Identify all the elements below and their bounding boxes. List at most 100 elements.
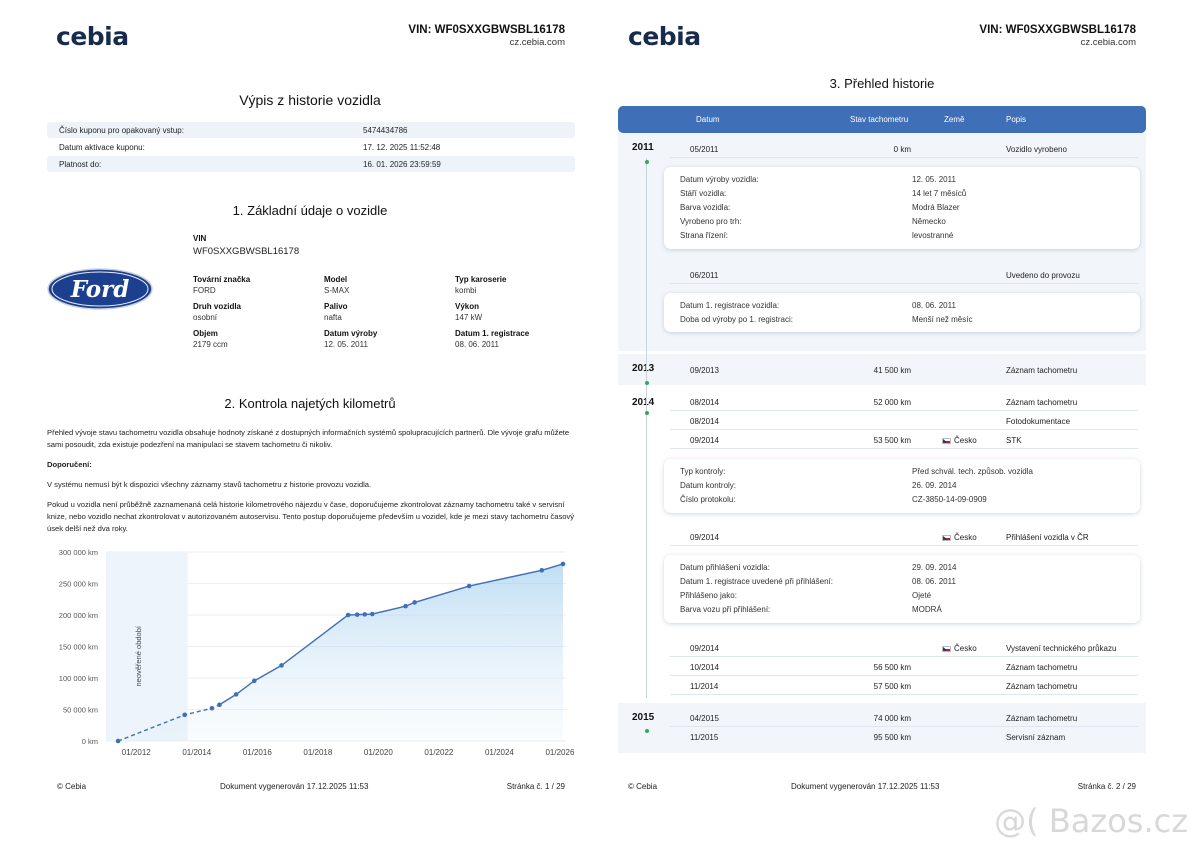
report-page-1: cebia VIN: WF0SXXGBWSBL16178 cz.cebia.co… — [0, 0, 600, 800]
cebia-logo: cebia — [628, 22, 701, 51]
row-desc: Vystavení technického průkazu — [1006, 644, 1117, 653]
page-title: Výpis z historie vozidla — [239, 92, 381, 108]
row-km: 95 500 km — [873, 733, 911, 742]
row-desc: STK — [1006, 436, 1022, 445]
year-label: 2011 — [632, 142, 654, 153]
row-date: 09/2014 — [690, 644, 719, 653]
row-km: 41 500 km — [873, 366, 911, 375]
spec-label: Datum 1. registrace — [455, 329, 530, 338]
info-row-validity: Platnost do: 16. 01. 2026 23:59:59 — [47, 156, 575, 172]
vin-label: VIN — [193, 234, 207, 243]
spec-label: Druh vozidla — [193, 302, 242, 311]
row-desc: Fotodokumentace — [1006, 417, 1071, 426]
y-tick-label: 150 000 km — [59, 643, 98, 652]
row-desc: Servisní záznam — [1006, 733, 1066, 742]
mileage-point — [370, 611, 375, 617]
mileage-point — [251, 678, 257, 684]
history-row: 09/2014 Česko Vystavení technického průk… — [670, 639, 1138, 657]
bazos-watermark: @( Bazos.cz — [994, 802, 1188, 840]
spec-label: Objem — [193, 329, 218, 338]
info-row-activation: Datum aktivace kuponu: 17. 12. 2025 11:5… — [47, 139, 575, 155]
mileage-point — [539, 567, 545, 573]
section-mileage-heading: 2. Kontrola najetých kilometrů — [224, 396, 396, 411]
row-desc: Záznam tachometru — [1006, 398, 1078, 407]
row-desc: Vozidlo vyrobeno — [1006, 145, 1067, 154]
year-label: 2013 — [632, 363, 655, 374]
info-label: Platnost do: — [59, 160, 102, 169]
czech-flag-icon — [942, 437, 951, 444]
x-tick-label: 01/2018 — [303, 748, 332, 757]
spec-value: osobní — [193, 313, 218, 322]
row-desc: Přihlášení vozidla v ČR — [1006, 533, 1089, 542]
row-date: 09/2014 — [690, 436, 719, 445]
history-row: 08/2014 52 000 km Záznam tachometru — [670, 393, 1138, 411]
row-date: 09/2014 — [690, 533, 719, 542]
y-tick-label: 200 000 km — [59, 611, 98, 620]
spec-label: Typ karoserie — [455, 275, 507, 284]
spec-label: Výkon — [455, 302, 480, 311]
spec-label: Tovární značka — [193, 275, 251, 284]
mileage-point — [233, 692, 239, 697]
footer-page-number: Stránka č. 2 / 29 — [1077, 782, 1136, 791]
row-date: 09/2013 — [690, 366, 719, 375]
recommendation-text-2: Pokud u vozidla není průběžně zaznamenan… — [47, 500, 575, 533]
row-km: 0 km — [893, 145, 911, 154]
info-value: 17. 12. 2025 11:52:48 — [363, 143, 441, 152]
history-table-header: Datum Stav tachometru Země Popis — [618, 106, 1146, 133]
site-link[interactable]: cz.cebia.com — [1080, 37, 1136, 48]
col-description: Popis — [1006, 115, 1027, 124]
col-date: Datum — [696, 115, 720, 124]
col-country: Země — [944, 115, 965, 124]
spec-value: FORD — [193, 286, 216, 295]
history-row: 11/2014 57 500 km Záznam tachometru — [670, 677, 1138, 695]
y-tick-label: 250 000 km — [59, 580, 98, 589]
unverified-period-label: neověřené období — [134, 625, 143, 686]
row-date: 11/2015 — [690, 733, 719, 742]
mileage-chart: neověřené období 0 km 50 000 km 100 000 km… — [59, 548, 575, 757]
mileage-point — [209, 705, 215, 711]
site-link[interactable]: cz.cebia.com — [509, 37, 565, 48]
row-desc: Uvedeno do provozu — [1006, 271, 1080, 280]
row-country: Česko — [954, 644, 977, 653]
row-desc: Záznam tachometru — [1006, 682, 1078, 691]
vin-header: VIN: WF0SXXGBWSBL16178 — [979, 24, 1136, 36]
row-date: 05/2011 — [690, 145, 719, 154]
row-country: Česko — [954, 533, 977, 542]
footer-page-number: Stránka č. 1 / 29 — [506, 782, 565, 791]
row-desc: Záznam tachometru — [1006, 366, 1078, 375]
spec-value: 08. 06. 2011 — [455, 340, 499, 349]
spec-label: Model — [324, 275, 348, 284]
czech-flag-icon — [942, 645, 951, 652]
recommendation-label: Doporučení: — [47, 460, 92, 469]
production-details-card: Datum výroby vozidla: 12. 05. 2011 Stáří … — [664, 167, 1140, 249]
year-label: 2015 — [632, 712, 655, 723]
year-label: 2014 — [632, 397, 655, 408]
footer-copyright: © Cebia — [628, 782, 658, 791]
spec-label: Datum výroby — [324, 329, 378, 338]
year-group-2014: 2014 — [618, 388, 1146, 700]
history-row: 09/2014 53 500 km Česko STK — [670, 431, 1138, 449]
row-date: 04/2015 — [690, 714, 719, 723]
mileage-point — [466, 583, 472, 589]
czech-registration-card: Datum přihlášení vozidla: 29. 09. 2014 Da… — [664, 555, 1140, 623]
mileage-point — [182, 712, 187, 718]
inspection-card: Typ kontroly: Před schvál. tech. způsob. … — [664, 459, 1140, 513]
ford-logo: Ford — [47, 268, 153, 310]
row-country: Česko — [954, 436, 977, 445]
timeline-dot — [645, 411, 649, 415]
x-tick-label: 01/2022 — [424, 748, 453, 757]
history-row: 10/2014 56 500 km Záznam tachometru — [670, 658, 1138, 676]
mileage-point — [560, 561, 566, 567]
timeline-dot — [645, 381, 649, 385]
mileage-point — [412, 600, 417, 605]
year-group-2015: 2015 — [618, 703, 1146, 753]
registration-card: Datum 1. registrace vozidla: 08. 06. 2011… — [664, 293, 1140, 332]
history-row: 06/2011 Uvedeno do provozu — [670, 266, 1138, 284]
footer-generated: Dokument vygenerován 17.12.2025 11:53 — [220, 782, 369, 791]
x-tick-label: 01/2024 — [485, 748, 514, 757]
report-page-2: cebia VIN: WF0SXXGBWSBL16178 cz.cebia.co… — [600, 0, 1200, 800]
info-label: Datum aktivace kuponu: — [59, 143, 145, 152]
spec-value: 12. 05. 2011 — [324, 340, 368, 349]
row-km: 57 500 km — [873, 682, 911, 691]
spec-value: nafta — [324, 313, 342, 322]
